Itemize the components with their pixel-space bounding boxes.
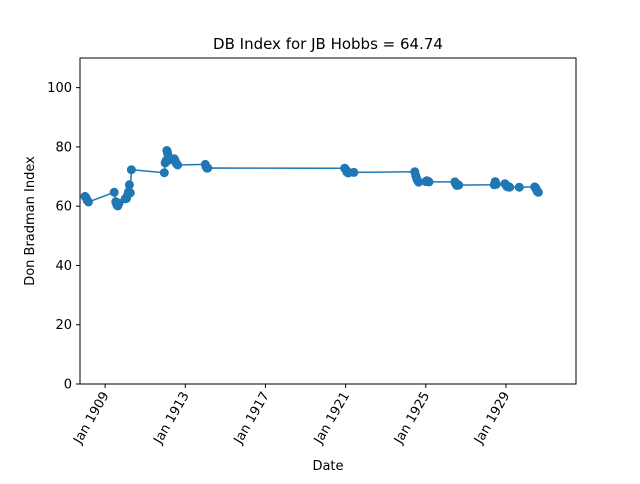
y-tick-label: 100	[47, 81, 72, 96]
data-point	[159, 168, 169, 178]
data-point	[514, 182, 524, 192]
data-point	[491, 179, 501, 189]
y-axis-label: Don Bradman Index	[23, 156, 38, 286]
data-point	[424, 177, 434, 187]
series-line-layer	[80, 146, 543, 211]
data-point	[414, 177, 424, 187]
data-point	[125, 188, 135, 198]
data-point	[124, 180, 134, 190]
plot-frame	[79, 57, 577, 385]
data-point	[203, 163, 213, 173]
data-point	[533, 187, 543, 197]
x-axis-label: Date	[312, 459, 343, 474]
y-tick-label: 80	[55, 140, 72, 155]
data-point	[349, 167, 359, 177]
data-point	[454, 180, 464, 190]
chart-title: DB Index for JB Hobbs = 64.74	[213, 35, 443, 53]
y-tick-label: 0	[64, 378, 72, 393]
axes	[76, 57, 577, 388]
data-point	[109, 187, 119, 197]
data-point	[173, 160, 183, 170]
y-tick-label: 60	[55, 200, 72, 215]
y-tick-label: 40	[55, 259, 72, 274]
y-tick-label: 20	[55, 318, 72, 333]
data-point	[84, 197, 93, 207]
data-point	[126, 165, 136, 175]
data-point	[505, 182, 515, 192]
